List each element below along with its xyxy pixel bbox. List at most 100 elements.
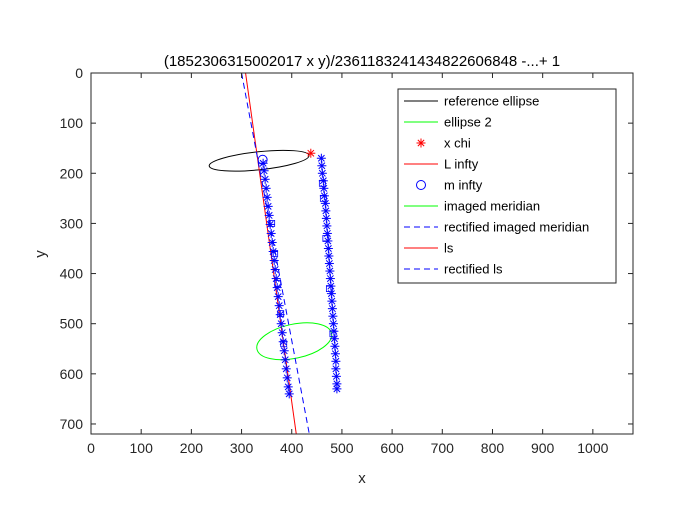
y-tick-label: 0 [75,65,83,81]
series-10-point-24-stroke [330,335,338,343]
legend-entry-6-label: rectified imaged meridian [444,220,589,235]
series-9-point-10-stroke [269,247,277,255]
series-10-point-31 [332,384,342,394]
series-11-point-7 [322,235,330,242]
series-10-point-27 [331,356,341,366]
x-tick-label: 0 [87,440,95,456]
series-2-point-0 [306,148,316,158]
legend-entry-4-symbol [416,180,426,190]
series-10-point-8-stroke [322,214,330,222]
legend-entry-2-symbol [416,138,426,148]
series-9-point-11 [269,256,279,266]
series-9-point-21 [279,346,289,356]
series-10-point-16 [325,274,335,284]
series-10-point-3 [318,176,328,186]
legend-entry-5: imaged meridian [404,199,540,214]
x-tick-label: 300 [230,440,254,456]
series-9-point-18 [276,319,286,329]
series-9-point-13-stroke [272,275,280,283]
y-tick-label: 100 [60,115,84,131]
series-10-point-3-stroke [319,177,327,185]
series-9-point-25 [283,382,293,392]
series-10-point-11 [323,236,333,246]
series-9-point-8-stroke [267,229,275,237]
series-10-point-28 [331,364,341,374]
series-10-point-31-stroke [333,385,341,393]
series-10-point-9 [322,221,332,231]
x-tick-label: 600 [380,440,404,456]
series-10-point-17 [326,281,336,291]
legend-entry-2-label: x chi [444,136,471,151]
x-tick-label: 200 [180,440,204,456]
series-9-point-24 [282,373,292,383]
series-10-point-14 [324,259,334,269]
series-10-point-2 [317,168,327,178]
series-11-point-3 [277,310,285,318]
series-10-point-5 [319,191,329,201]
series-10-point-19-stroke [328,297,336,305]
series-10-point-10 [322,228,332,238]
series-10-point-0 [316,153,326,163]
series-10-point-22-stroke [329,320,337,328]
series-10-point-0-stroke [317,154,325,162]
series-11-point-2 [274,280,282,287]
series-9-point-7 [265,219,275,229]
series-10-point-5-stroke [320,192,328,200]
series-10-point-15 [325,266,335,276]
series-9-point-10 [268,246,278,256]
series-10-point-18 [326,289,336,299]
series-9-point-16-stroke [275,302,283,310]
series-10-point-23 [329,326,339,336]
series-9-point-12 [270,265,280,275]
series-9-point-14-stroke [273,284,281,292]
series-9-point-6-stroke [265,211,273,219]
legend: reference ellipse ellipse 2 x chi L infty m … [397,88,617,284]
series-9-point-24-stroke [283,374,291,382]
legend-entry-8-label: rectified ls [444,262,503,277]
x-tick-label: 700 [431,440,455,456]
x-tick-label: 1000 [577,440,608,456]
y-tick-label: 400 [60,266,84,282]
series-10-point-2-stroke [318,169,326,177]
legend-box [397,88,617,284]
series-10-point-25-stroke [331,342,339,350]
series-4-point-0 [257,154,268,165]
series-9-point-18-stroke [277,320,285,328]
legend-entry-0: reference ellipse [404,94,539,109]
series-11-point-4 [280,340,288,348]
series-9-point-16 [274,301,284,311]
series-9-point-23-stroke [282,365,290,373]
series-9-point-1-stroke [260,167,268,175]
legend-entry-1: ellipse 2 [404,115,492,130]
series-2-point-0-stroke [307,149,315,157]
series-9-point-8 [266,228,276,238]
series-9-point-13 [271,274,281,284]
legend-entry-0-label: reference ellipse [444,94,539,109]
y-tick-label: 600 [60,366,84,382]
x-axis-label: x [358,470,366,487]
series-9-point-23 [281,364,291,374]
legend-entry-5-label: imaged meridian [444,199,540,214]
y-tick-label: 500 [60,316,84,332]
series-10-point-13 [324,251,334,261]
legend-entry-2-symbol-stroke [417,139,425,147]
x-tick-label: 500 [330,440,354,456]
y-tick-label: 200 [60,165,84,181]
series-10-point-11-stroke [324,237,332,245]
series-9-point-9-stroke [268,238,276,246]
series-10-point-29 [331,371,341,381]
series-9-point-2 [260,174,270,184]
series-9-point-0-stroke [259,159,267,167]
series-11-point-5 [318,179,326,187]
legend-entry-7-label: ls [444,241,454,256]
series-10-point-21-stroke [329,312,337,320]
plot-area [208,73,342,434]
x-tick-label: 800 [481,440,505,456]
legend-entry-3: L infty [404,157,479,172]
series-10-point-6-stroke [321,199,329,207]
y-tick-label: 700 [60,416,84,432]
series-10-point-19 [327,296,337,306]
series-9-point-3-stroke [262,184,270,192]
axes-box [90,72,634,435]
